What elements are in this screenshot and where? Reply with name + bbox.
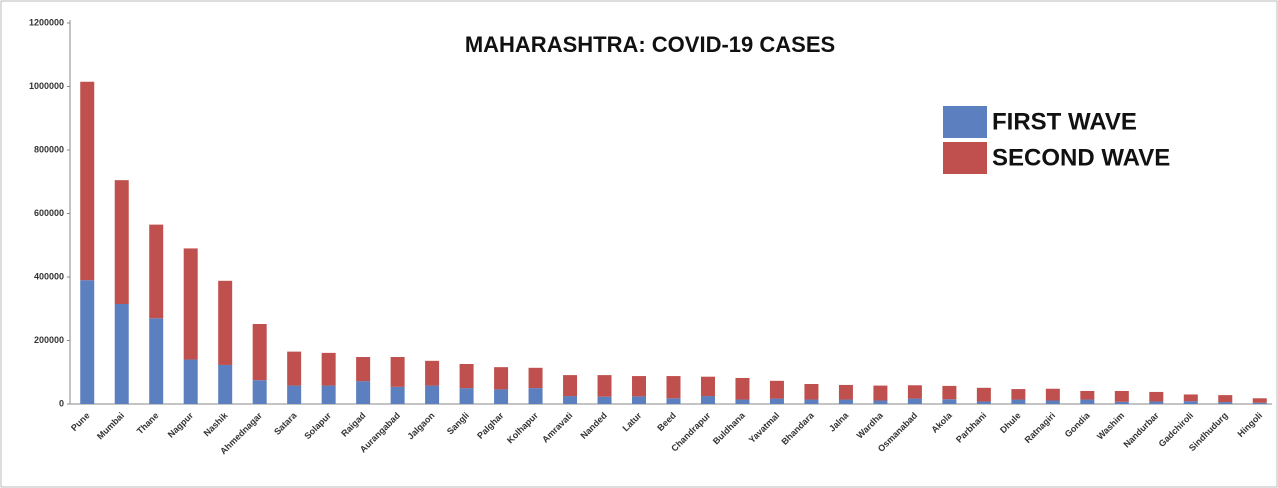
bar-segment xyxy=(425,385,440,404)
bar-segment xyxy=(976,387,991,402)
y-tick-label: 1200000 xyxy=(29,17,64,27)
bar-segment xyxy=(838,399,853,404)
bar-segment xyxy=(873,400,888,404)
y-tick-label: 600000 xyxy=(34,208,64,218)
bar-segment xyxy=(218,280,233,365)
bar-segment xyxy=(1114,401,1129,404)
bar-segment xyxy=(494,389,509,404)
bar-segment xyxy=(183,359,198,404)
bar-segment xyxy=(114,180,129,304)
bar-segment xyxy=(1011,389,1026,400)
bar-segment xyxy=(1114,390,1129,402)
bar-segment xyxy=(287,351,302,386)
bar-segment xyxy=(183,248,198,360)
bar-segment xyxy=(1045,400,1060,404)
bar-segment xyxy=(1218,395,1233,403)
bar-segment xyxy=(528,367,543,389)
bar-segment xyxy=(735,399,750,404)
chart-title: MAHARASHTRA: COVID-19 CASES xyxy=(465,32,835,57)
bar-segment xyxy=(804,399,819,404)
y-tick-label: 1000000 xyxy=(29,81,64,91)
bar-segment xyxy=(390,357,405,387)
bar-segment xyxy=(1252,402,1267,404)
bar-segment xyxy=(1045,388,1060,401)
bar-segment xyxy=(907,398,922,404)
bar-segment xyxy=(1080,399,1095,404)
bar-segment xyxy=(1183,394,1198,402)
bar-segment xyxy=(80,280,95,404)
bar-segment xyxy=(356,381,371,404)
bar-segment xyxy=(907,385,922,399)
y-tick-label: 0 xyxy=(59,398,64,408)
bar-segment xyxy=(700,396,715,404)
bar-segment xyxy=(769,380,784,399)
bar-segment xyxy=(769,398,784,404)
bar-segment xyxy=(873,385,888,401)
bar-segment xyxy=(252,323,267,381)
bar-segment xyxy=(149,318,164,404)
bar-segment xyxy=(494,367,509,390)
y-tick-label: 800000 xyxy=(34,144,64,154)
bar-segment xyxy=(321,385,336,404)
bar-segment xyxy=(804,383,819,400)
bar-segment xyxy=(563,375,578,397)
bar-segment xyxy=(976,401,991,404)
bar-segment xyxy=(356,357,371,382)
bar-segment xyxy=(942,399,957,404)
bar-segment xyxy=(700,376,715,397)
bar-segment xyxy=(218,364,233,404)
bar-segment xyxy=(563,396,578,404)
bar-segment xyxy=(1252,398,1267,403)
legend-label: SECOND WAVE xyxy=(992,144,1170,171)
bar-segment xyxy=(80,81,95,281)
bar-segment xyxy=(149,224,164,319)
bar-segment xyxy=(597,396,612,404)
bar-segment xyxy=(1149,391,1164,402)
y-tick-label: 200000 xyxy=(34,335,64,345)
bar-segment xyxy=(1149,401,1164,404)
bar-segment xyxy=(252,380,267,404)
legend-swatch xyxy=(943,106,987,138)
bar-segment xyxy=(735,377,750,400)
bar-segment xyxy=(632,376,647,397)
y-tick-label: 400000 xyxy=(34,271,64,281)
bar-segment xyxy=(632,396,647,404)
bar-segment xyxy=(287,385,302,404)
bar-segment xyxy=(1080,390,1095,400)
bar-segment xyxy=(390,386,405,404)
bar-segment xyxy=(666,376,681,399)
bar-segment xyxy=(459,388,474,404)
bar-segment xyxy=(1183,401,1198,404)
bar-segment xyxy=(425,360,440,386)
legend-swatch xyxy=(943,142,987,174)
bar-segment xyxy=(666,398,681,404)
bar-segment xyxy=(1218,402,1233,404)
bar-segment xyxy=(528,388,543,404)
bar-segment xyxy=(459,363,474,389)
bar-segment xyxy=(838,384,853,400)
legend-label: FIRST WAVE xyxy=(992,108,1137,135)
bar-segment xyxy=(597,375,612,397)
bar-segment xyxy=(321,352,336,386)
bar-segment xyxy=(942,385,957,400)
bar-segment xyxy=(114,303,129,404)
bar-segment xyxy=(1011,399,1026,404)
